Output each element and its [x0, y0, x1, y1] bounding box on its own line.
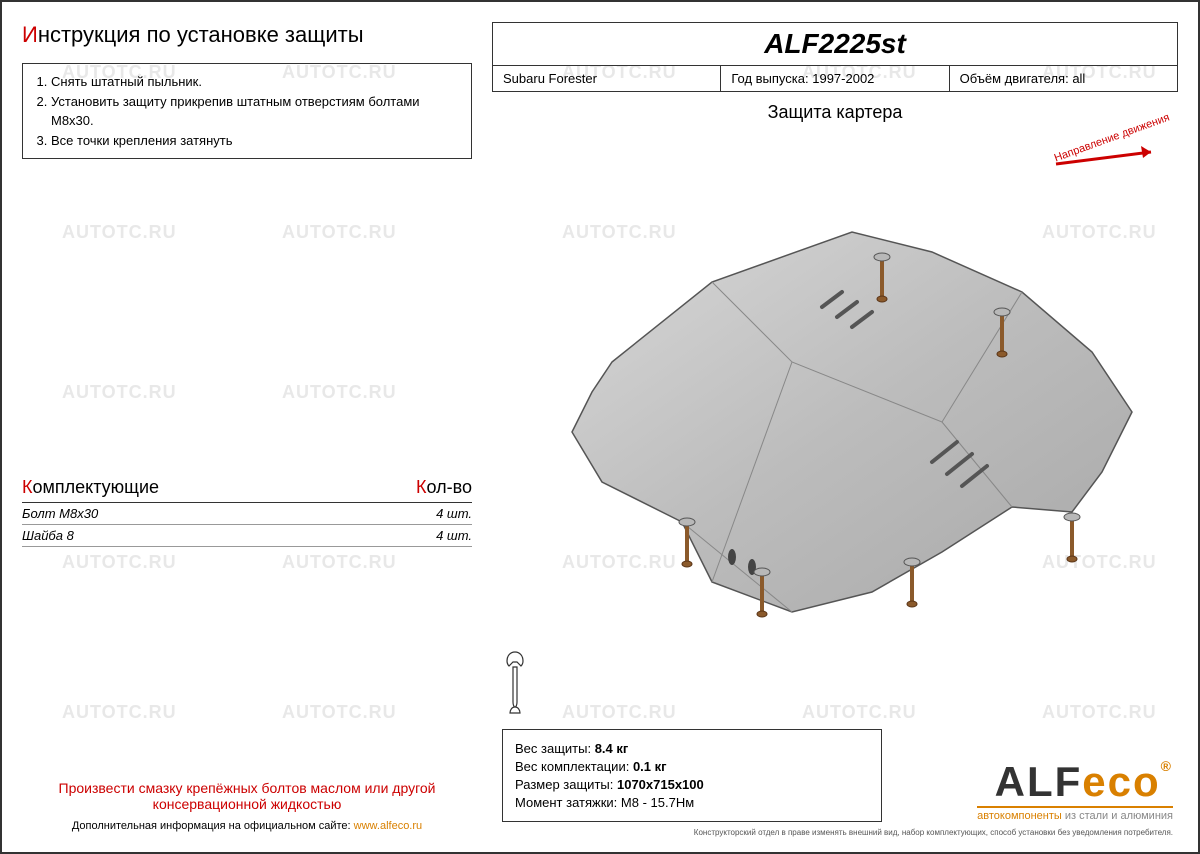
product-meta: Subaru Forester Год выпуска: 1997-2002 О… [493, 66, 1177, 91]
engine: Объём двигателя: all [950, 66, 1177, 91]
install-step: Снять штатный пыльник. [51, 72, 463, 92]
spec-torque-value: M8 - 15.7Нм [621, 795, 694, 810]
spec-weight-label: Вес защиты: [515, 741, 591, 756]
logo-sub-gray: из стали и алюминия [1062, 810, 1173, 822]
watermark: AUTOTC.RU [282, 382, 397, 403]
left-panel: Инструкция по установке защиты Снять шта… [22, 22, 472, 159]
logo-alf: ALF [995, 758, 1083, 805]
component-row: Шайба 8 4 шт. [22, 525, 472, 547]
components-qty-first: К [416, 477, 427, 497]
watermark: AUTOTC.RU [802, 702, 917, 723]
additional-info: Дополнительная информация на официальном… [22, 820, 472, 832]
components-section: Комплектующие Кол-во Болт M8x304 шт.Шайб… [22, 477, 472, 547]
logo-area: ALFeco® автокомпоненты из стали и алюмин… [977, 758, 1173, 822]
vehicle: Subaru Forester [493, 66, 721, 91]
component-name: Шайба 8 [22, 528, 74, 543]
product-title: Защита картера [492, 102, 1178, 123]
specs-box: Вес защиты: 8.4 кг Вес комплектации: 0.1… [502, 729, 882, 822]
watermark: AUTOTC.RU [62, 382, 177, 403]
year: Год выпуска: 1997-2002 [721, 66, 949, 91]
bolt-icon [904, 558, 920, 607]
logo-subtitle: автокомпоненты из стали и алюминия [977, 806, 1173, 822]
product-code: ALF2225st [493, 23, 1177, 66]
component-row: Болт M8x30 4 шт. [22, 503, 472, 525]
component-qty: 4 шт. [436, 528, 472, 543]
watermark: AUTOTC.RU [62, 702, 177, 723]
wrench-icon [502, 647, 528, 717]
spec-torque-label: Момент затяжки: [515, 795, 617, 810]
watermark: AUTOTC.RU [62, 552, 177, 573]
component-qty: 4 шт. [436, 506, 472, 521]
component-name: Болт M8x30 [22, 506, 98, 521]
install-title: Инструкция по установке защиты [22, 22, 472, 48]
brand-logo: ALFeco® [977, 758, 1173, 806]
right-panel: ALF2225st Subaru Forester Год выпуска: 1… [492, 22, 1178, 123]
watermark: AUTOTC.RU [62, 222, 177, 243]
install-title-first: И [22, 22, 38, 47]
logo-reg: ® [1161, 758, 1173, 774]
product-header: ALF2225st Subaru Forester Год выпуска: 1… [492, 22, 1178, 92]
spec-kit-weight-label: Вес комплектации: [515, 759, 629, 774]
spec-size-label: Размер защиты: [515, 777, 613, 792]
direction-arrow: Направление движения [1051, 132, 1173, 174]
logo-eco: eco [1082, 758, 1160, 805]
components-title-first: К [22, 477, 33, 497]
install-step: Установить защиту прикрепив штатным отве… [51, 92, 463, 131]
components-title-rest: омплектующие [33, 477, 160, 497]
additional-info-link[interactable]: www.alfeco.ru [354, 820, 422, 832]
lubricate-note: Произвести смазку крепёжных болтов масло… [22, 780, 472, 812]
disclaimer: Конструкторский отдел в праве изменять в… [694, 828, 1173, 837]
install-steps-box: Снять штатный пыльник.Установить защиту … [22, 63, 472, 159]
components-qty-rest: ол-во [427, 477, 472, 497]
watermark: AUTOTC.RU [1042, 702, 1157, 723]
logo-sub-orange: автокомпоненты [977, 810, 1062, 822]
watermark: AUTOTC.RU [282, 702, 397, 723]
skid-plate-diagram [512, 162, 1152, 662]
spec-weight-value: 8.4 кг [595, 741, 629, 756]
spec-kit-weight-value: 0.1 кг [633, 759, 667, 774]
watermark: AUTOTC.RU [282, 552, 397, 573]
install-step: Все точки крепления затянуть [51, 131, 463, 151]
watermark: AUTOTC.RU [562, 702, 677, 723]
components-header: Комплектующие Кол-во [22, 477, 472, 503]
bolt-icon [1064, 513, 1080, 562]
additional-info-label: Дополнительная информация на официальном… [72, 820, 351, 832]
watermark: AUTOTC.RU [282, 222, 397, 243]
install-title-rest: нструкция по установке защиты [38, 22, 364, 47]
spec-size-value: 1070x715x100 [617, 777, 704, 792]
